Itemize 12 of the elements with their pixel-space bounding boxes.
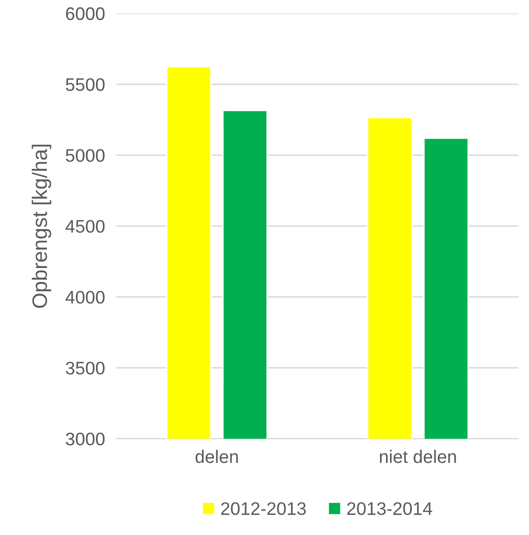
y-tick-label: 4500 — [66, 220, 105, 233]
legend-label: 2013-2014 — [347, 502, 432, 515]
y-tick-label: 5500 — [66, 78, 105, 91]
x-tick-label: niet delen — [380, 450, 456, 464]
y-tick-label: 6000 — [66, 7, 105, 20]
x-tick-label: delen — [196, 450, 238, 464]
y-tick-label: 5000 — [66, 149, 105, 162]
legend-label: 2012-2013 — [221, 502, 306, 515]
y-tick-label: 3000 — [66, 432, 105, 446]
y-axis-title: Opbrengst [kg/ha] — [32, 144, 52, 308]
y-tick-label: 4000 — [66, 290, 105, 304]
y-tick-label: 3500 — [66, 362, 105, 375]
